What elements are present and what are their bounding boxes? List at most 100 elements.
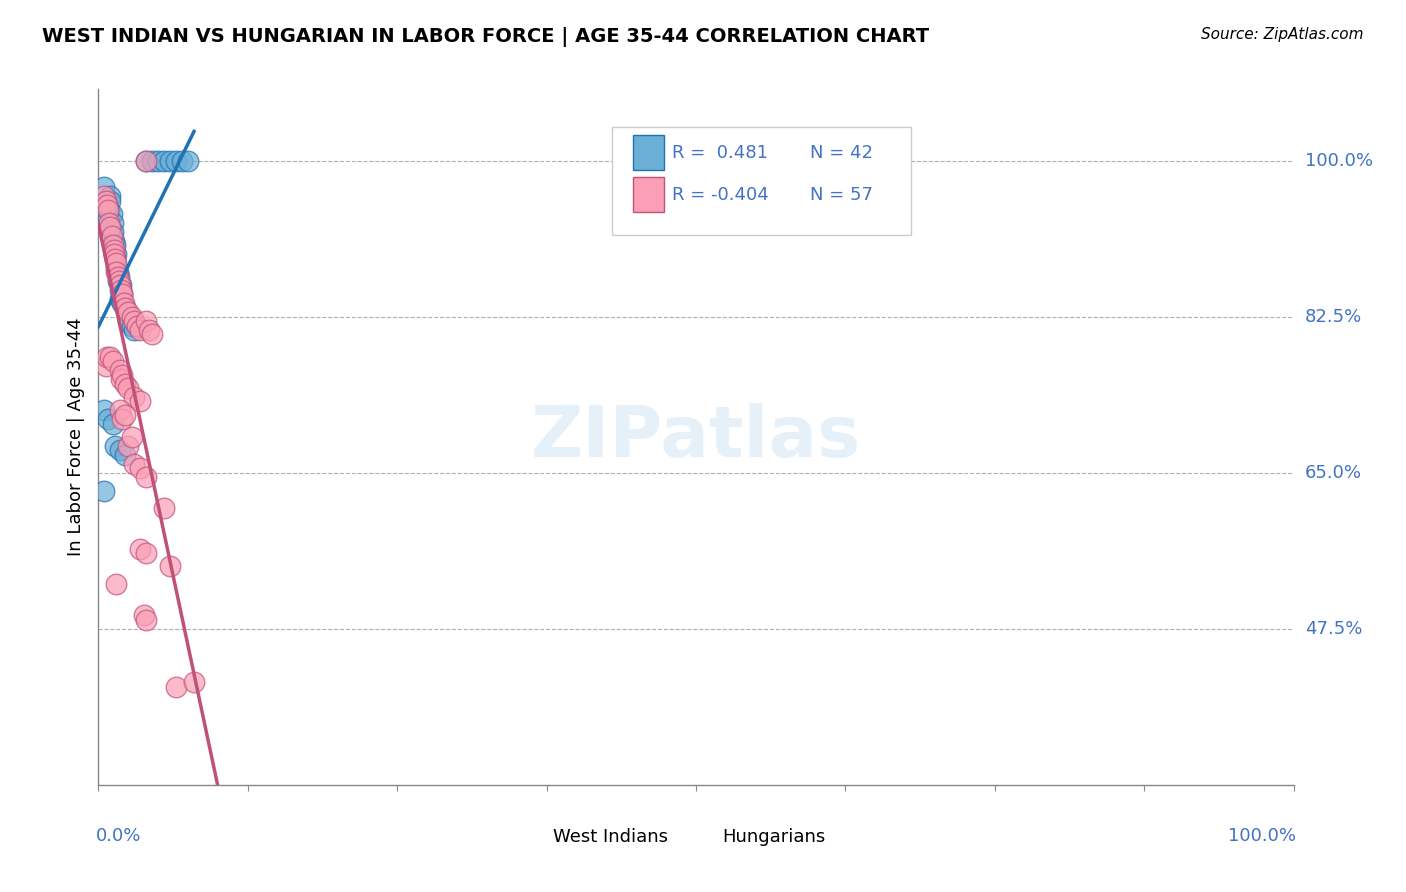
Point [97,202,120,217]
Point [107,269,129,284]
FancyBboxPatch shape [692,822,716,852]
Point [101,417,124,431]
Point [121,310,143,324]
Point [110,372,132,386]
Point [96,350,118,364]
Point [108,403,131,417]
Point [129,541,152,556]
Point [103,247,125,261]
Point [135,153,157,168]
Point [93,180,115,194]
Text: 100.0%: 100.0% [1305,152,1372,169]
Point [97,211,120,226]
Point [105,247,128,261]
Point [112,296,135,310]
Point [117,314,139,328]
Point [117,381,139,395]
Point [96,198,118,212]
Point [93,189,115,203]
Point [165,680,187,694]
Text: 82.5%: 82.5% [1305,308,1362,326]
Point [159,559,181,574]
Point [114,376,136,391]
FancyBboxPatch shape [522,822,546,852]
Point [96,198,118,212]
Point [141,327,163,342]
Point [135,613,157,627]
Point [148,153,170,168]
Point [104,238,127,252]
Text: 65.0%: 65.0% [1305,464,1361,482]
Point [104,439,127,453]
Point [105,265,128,279]
Point [172,153,194,168]
Point [117,439,139,453]
Point [103,243,125,257]
Point [135,470,157,484]
Point [103,234,125,248]
Point [124,457,146,471]
Point [111,287,134,301]
Point [165,153,187,168]
Point [132,608,155,623]
Point [103,247,125,261]
Text: Hungarians: Hungarians [723,828,825,847]
Point [107,274,129,288]
Text: WEST INDIAN VS HUNGARIAN IN LABOR FORCE | AGE 35-44 CORRELATION CHART: WEST INDIAN VS HUNGARIAN IN LABOR FORCE … [42,27,929,46]
Text: R =  0.481: R = 0.481 [672,145,768,162]
Text: N = 57: N = 57 [810,186,873,204]
Text: 47.5%: 47.5% [1305,620,1362,638]
Point [153,153,176,168]
Point [124,323,146,337]
Point [93,403,115,417]
Point [100,229,122,244]
Point [98,216,121,230]
Point [94,194,117,208]
Text: 0.0%: 0.0% [96,827,142,845]
Point [105,577,128,591]
Point [101,238,124,252]
Point [183,675,205,690]
Point [94,359,117,373]
Point [100,207,122,221]
Point [93,483,115,498]
Point [104,252,127,266]
Point [159,153,181,168]
Point [124,390,146,404]
Text: N = 42: N = 42 [810,145,873,162]
Point [105,260,128,275]
Point [138,323,160,337]
Point [114,448,136,462]
Point [101,216,124,230]
Point [124,314,146,328]
Text: 100.0%: 100.0% [1227,827,1296,845]
FancyBboxPatch shape [633,135,664,169]
Point [177,153,200,168]
Point [108,292,131,306]
Y-axis label: In Labor Force | Age 35-44: In Labor Force | Age 35-44 [66,318,84,557]
Text: R = -0.404: R = -0.404 [672,186,769,204]
Point [114,301,136,315]
Point [111,368,134,382]
Point [97,412,120,426]
Text: ZIPatlas: ZIPatlas [531,402,860,472]
Point [98,189,122,203]
Point [135,153,157,168]
Point [135,546,157,560]
Point [98,194,122,208]
Point [107,265,129,279]
Text: Source: ZipAtlas.com: Source: ZipAtlas.com [1201,27,1364,42]
FancyBboxPatch shape [613,128,911,235]
Point [101,354,124,368]
Point [121,430,143,444]
Point [111,412,134,426]
Point [125,318,148,333]
Point [105,256,128,270]
Point [121,318,143,333]
FancyBboxPatch shape [633,177,664,211]
Point [107,274,129,288]
Point [129,394,152,409]
Point [141,153,163,168]
Point [114,408,136,422]
Point [114,301,136,315]
